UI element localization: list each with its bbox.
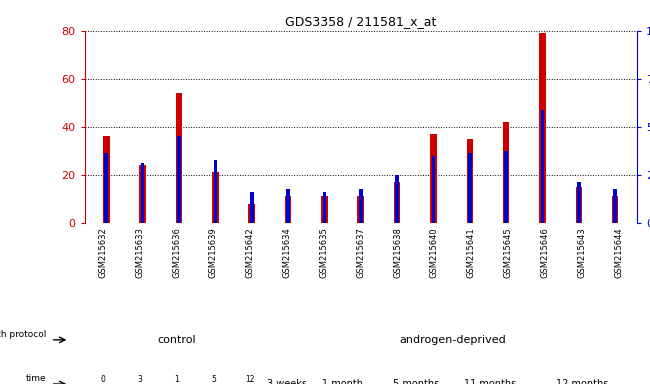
Bar xyxy=(322,192,326,223)
Bar xyxy=(394,182,400,223)
Bar xyxy=(541,110,544,223)
Text: GSM215636: GSM215636 xyxy=(172,227,181,278)
Text: GSM215639: GSM215639 xyxy=(209,227,218,278)
Text: GSM215634: GSM215634 xyxy=(283,227,292,278)
Text: 11 months: 11 months xyxy=(463,379,516,384)
Text: 1
month: 1 month xyxy=(164,375,189,384)
Bar xyxy=(176,93,182,223)
Bar xyxy=(214,161,217,223)
Text: GSM215638: GSM215638 xyxy=(393,227,402,278)
Text: GSM215643: GSM215643 xyxy=(577,227,586,278)
Bar xyxy=(358,196,364,223)
Bar xyxy=(359,189,363,223)
Bar xyxy=(177,136,181,223)
Text: GSM215644: GSM215644 xyxy=(614,227,623,278)
Bar xyxy=(286,189,290,223)
Bar xyxy=(468,153,472,223)
Text: 12
months: 12 months xyxy=(236,375,265,384)
Bar xyxy=(212,172,218,223)
Bar xyxy=(103,136,110,223)
Text: GSM215640: GSM215640 xyxy=(430,227,439,278)
Bar xyxy=(139,165,146,223)
Bar xyxy=(575,187,582,223)
Bar xyxy=(250,192,254,223)
Bar xyxy=(577,182,580,223)
Text: GSM215642: GSM215642 xyxy=(246,227,255,278)
Title: GDS3358 / 211581_x_at: GDS3358 / 211581_x_at xyxy=(285,15,436,28)
Text: 1 month: 1 month xyxy=(322,379,363,384)
Bar xyxy=(395,175,399,223)
Text: 0
weeks: 0 weeks xyxy=(91,375,115,384)
Bar xyxy=(141,163,144,223)
Text: GSM215645: GSM215645 xyxy=(504,227,513,278)
Bar xyxy=(614,189,617,223)
Text: 5 months: 5 months xyxy=(393,379,439,384)
Bar xyxy=(540,33,546,223)
Bar xyxy=(321,196,328,223)
Text: GSM215635: GSM215635 xyxy=(319,227,328,278)
Text: time: time xyxy=(26,374,47,383)
Text: growth protocol: growth protocol xyxy=(0,329,47,339)
Bar xyxy=(503,122,510,223)
Bar xyxy=(504,151,508,223)
Text: GSM215633: GSM215633 xyxy=(135,227,144,278)
Text: GSM215637: GSM215637 xyxy=(356,227,365,278)
Text: androgen-deprived: androgen-deprived xyxy=(400,335,506,345)
Bar xyxy=(285,196,291,223)
Text: 3 weeks: 3 weeks xyxy=(267,379,307,384)
Text: control: control xyxy=(157,335,196,345)
Text: GSM215632: GSM215632 xyxy=(98,227,107,278)
Text: GSM215646: GSM215646 xyxy=(540,227,549,278)
Text: 5
months: 5 months xyxy=(199,375,228,384)
Bar xyxy=(430,134,437,223)
Bar xyxy=(612,196,618,223)
Text: 12 months: 12 months xyxy=(556,379,608,384)
Text: 3
weeks: 3 weeks xyxy=(128,375,151,384)
Text: GSM215641: GSM215641 xyxy=(467,227,476,278)
Bar xyxy=(432,156,436,223)
Bar xyxy=(467,139,473,223)
Bar xyxy=(105,153,108,223)
Bar xyxy=(248,204,255,223)
